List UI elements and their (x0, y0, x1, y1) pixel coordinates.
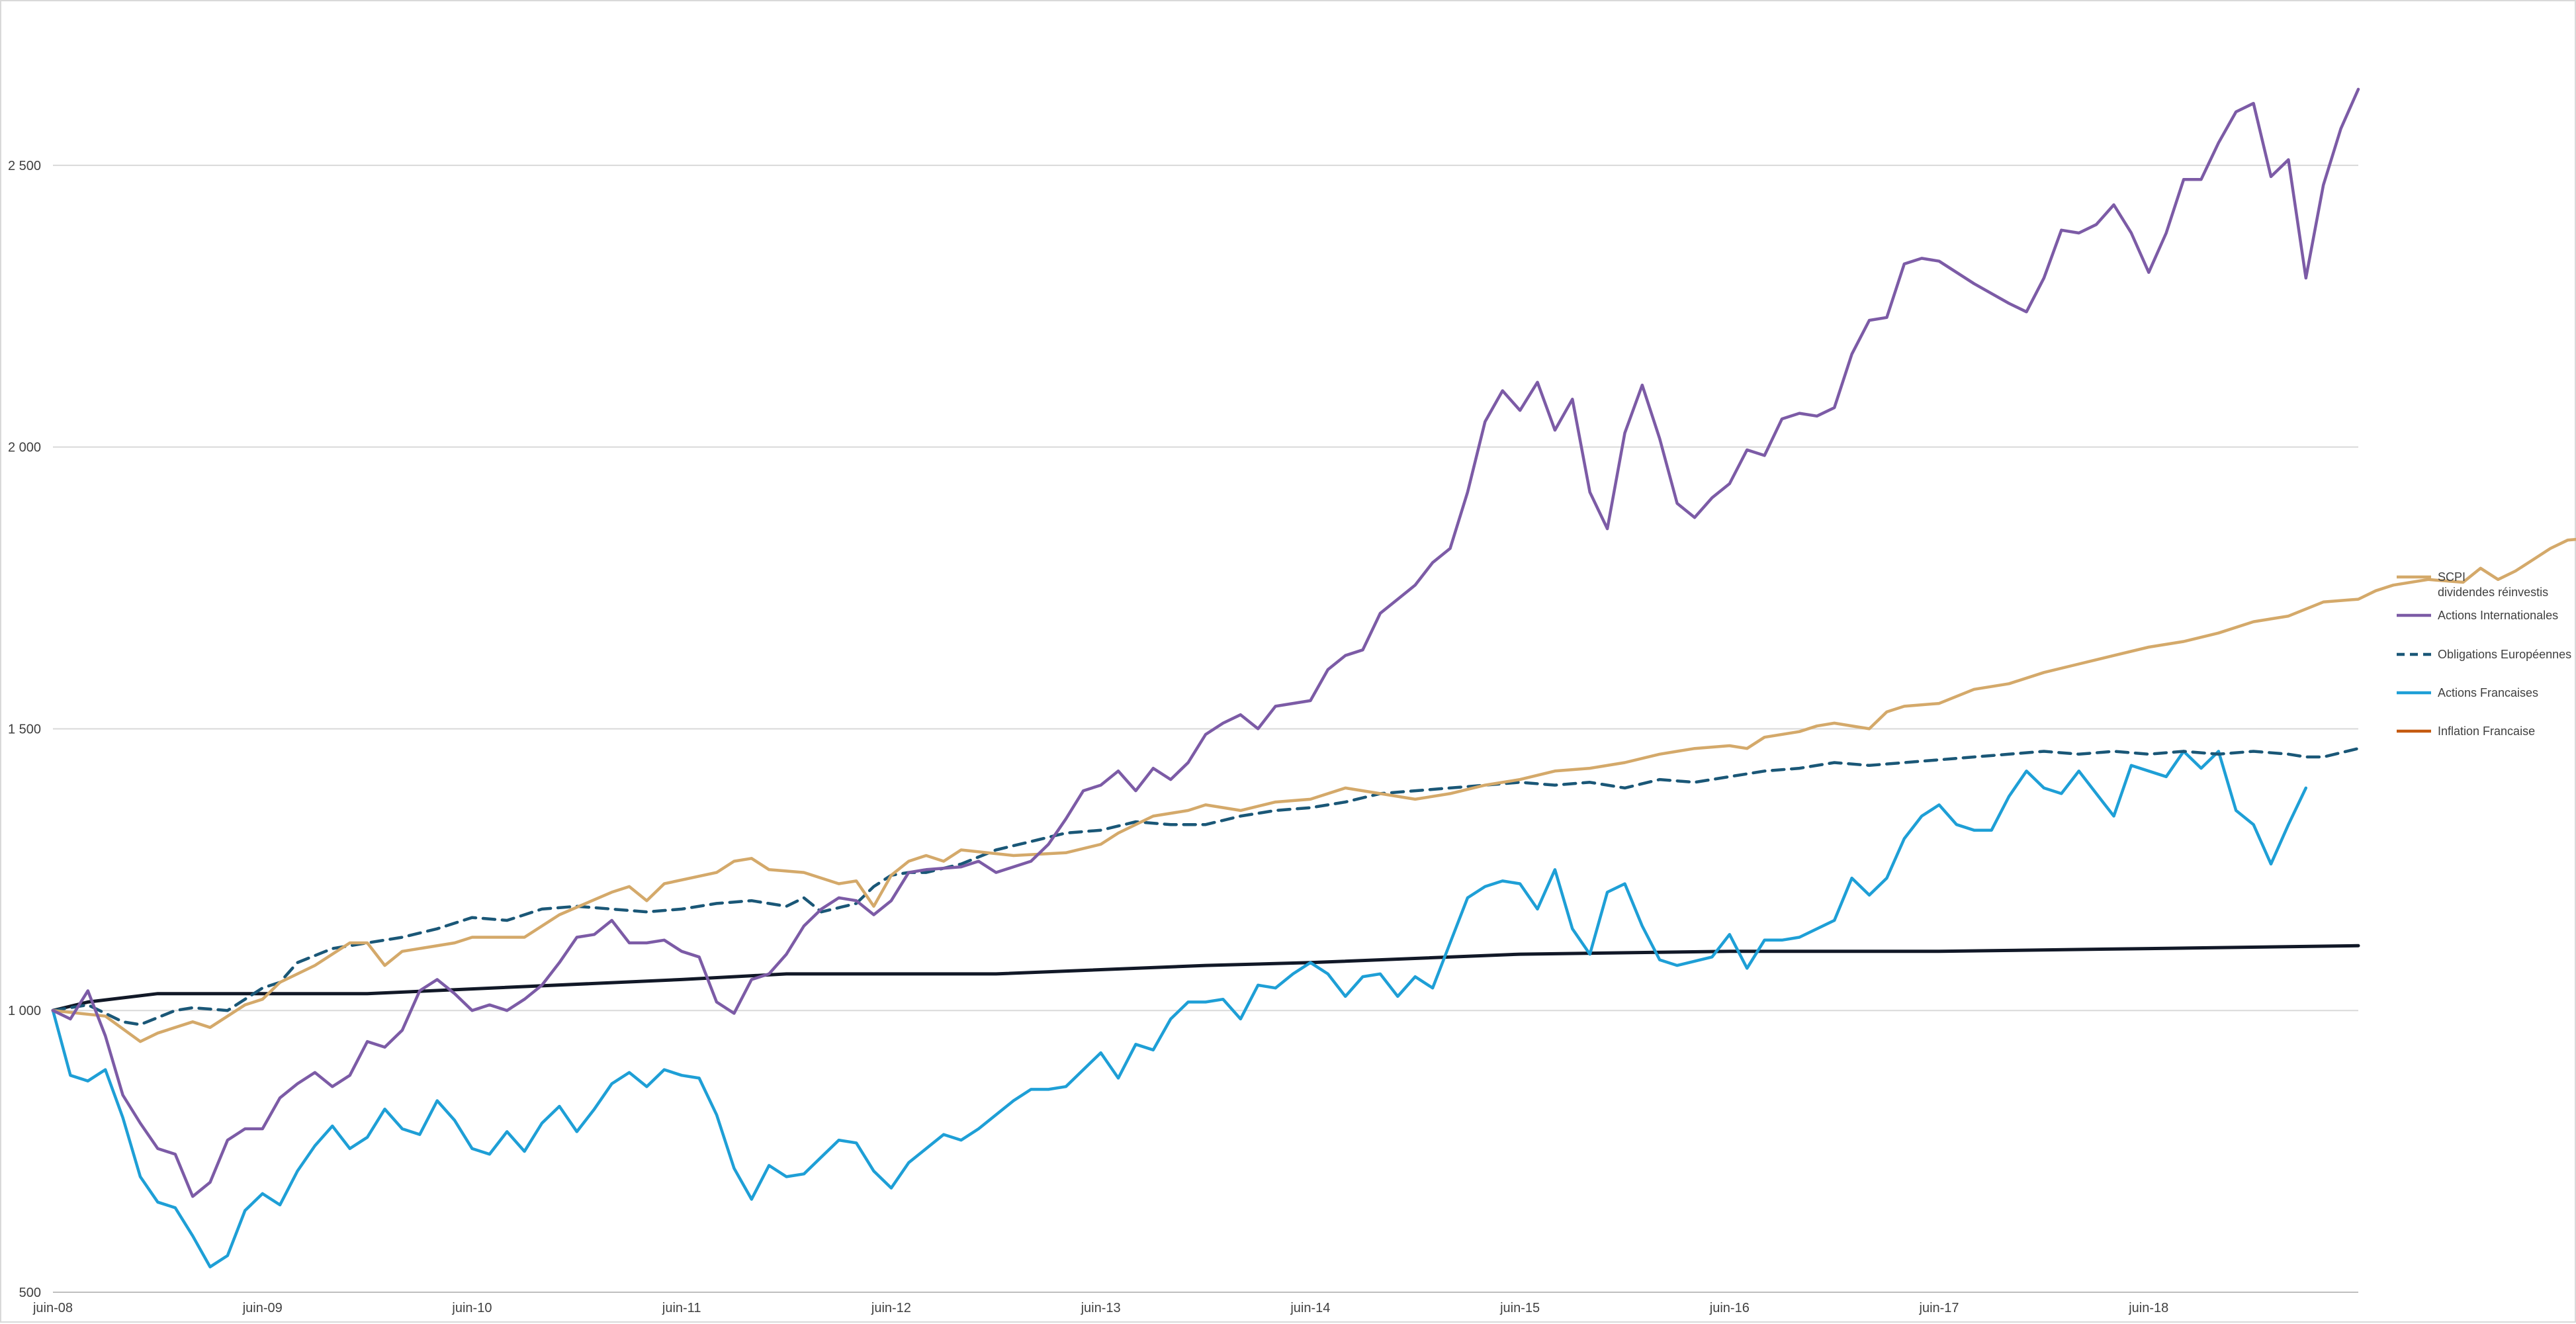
y-tick-label-1000: 1 000 (8, 1004, 41, 1018)
series-line-obligations-europ-ennes (51, 746, 2360, 1026)
x-axis-ticks: juin-08 juin-09 juin-10 juin-11 juin-12 juin-… (32, 1301, 2168, 1315)
gridlines (53, 164, 2358, 1012)
y-tick-label-2500: 2 500 (8, 159, 41, 173)
legend-label-scpi-dividendes-r-investis: dividendes réinvestis (2438, 586, 2548, 599)
y-tick-label-1500: 1 500 (8, 722, 41, 736)
y-tick-label-500: 500 (19, 1286, 41, 1300)
series-lines (51, 87, 2576, 1268)
x-tick-label-juin-15: juin-15 (1499, 1301, 1540, 1315)
legend-label-scpi-dividendes-r-investis: SCPI (2438, 570, 2465, 584)
x-tick-label-juin-11: juin-11 (662, 1301, 701, 1315)
series-line-unlabeled (51, 944, 2360, 1012)
x-tick-label-juin-13: juin-13 (1081, 1301, 1121, 1315)
x-tick-label-juin-09: juin-09 (242, 1301, 283, 1315)
legend-label-inflation-francaise: Inflation Francaise (2438, 725, 2535, 738)
y-axis-ticks: 500 1 000 1 500 2 000 2 500 (8, 159, 41, 1300)
x-tick-label-juin-17: juin-17 (1919, 1301, 1959, 1315)
x-tick-label-juin-12: juin-12 (871, 1301, 911, 1315)
x-tick-label-juin-08: juin-08 (32, 1301, 73, 1315)
legend-label-actions-internationales: Actions Internationales (2438, 609, 2558, 622)
x-tick-label-juin-18: juin-18 (2128, 1301, 2168, 1315)
series-line-scpi-dividendes-r-investis (51, 537, 2576, 1043)
x-tick-label-juin-14: juin-14 (1290, 1301, 1330, 1315)
y-tick-label-2000: 2 000 (8, 441, 41, 455)
x-tick-label-juin-10: juin-10 (451, 1301, 492, 1315)
legend-label-actions-francaises: Actions Francaises (2438, 686, 2538, 699)
legend: SCPI dividendes réinvestis Actions Interna… (2397, 570, 2571, 738)
x-tick-label-juin-16: juin-16 (1709, 1301, 1750, 1315)
series-line-actions-francaises (51, 750, 2308, 1268)
series-line-actions-internationales (51, 87, 2360, 1198)
legend-label-obligations-europ-ennes: Obligations Européennes (2438, 648, 2571, 661)
